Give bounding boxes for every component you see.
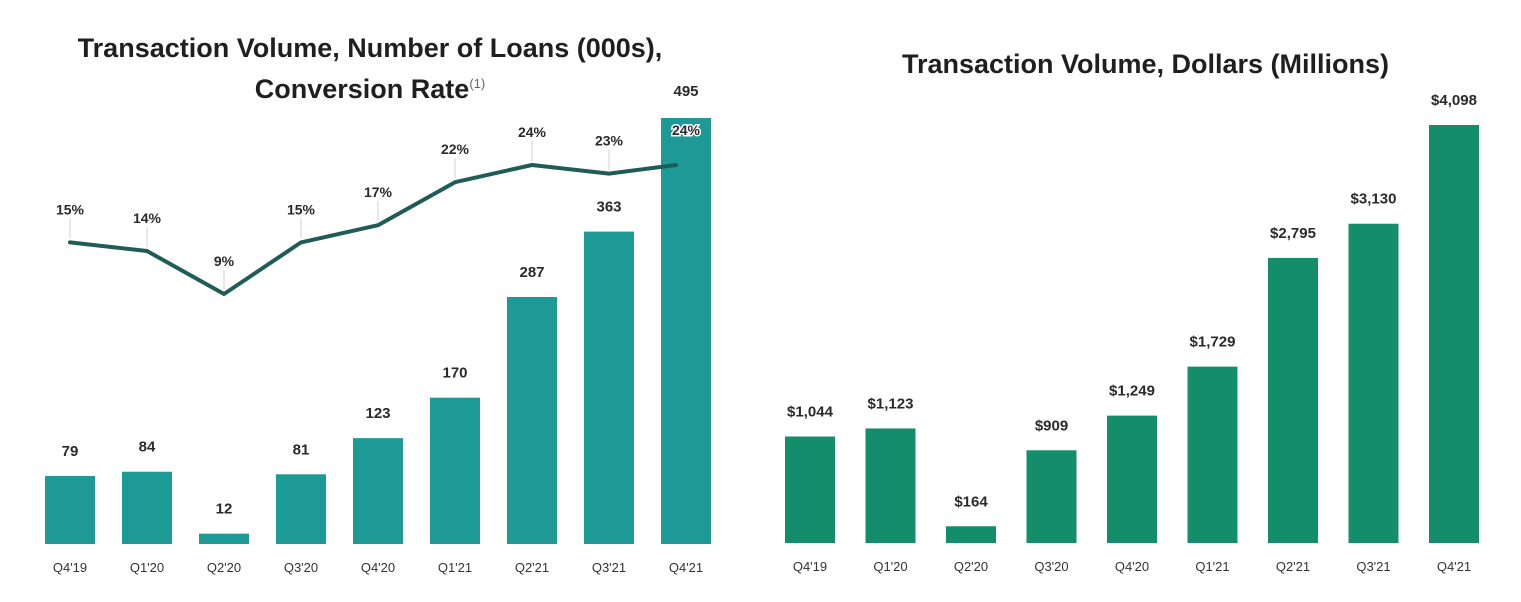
loans-chart-title: Transaction Volume, Number of Loans (000… [0,30,740,107]
loans-bar [45,476,95,544]
loans-bar [276,474,326,544]
dollars-x-tick-label: Q4'21 [1437,559,1471,574]
conversion-rate-label: 14% [133,210,162,226]
loans-bar-label: 495 [673,83,698,100]
dollars-bar [1268,257,1318,543]
loans-bar [122,471,172,544]
dollars-bar-label: $3,130 [1351,191,1397,208]
loans-bar-label: 170 [442,365,467,382]
dollars-bar [1026,450,1077,543]
loans-bar [199,533,249,544]
loans-x-tick-label: Q4'20 [361,560,395,575]
dollars-bar-label: $909 [1035,417,1068,434]
dollars-x-tick-label: Q1'20 [873,559,907,574]
loans-chart-title-line-1: Transaction Volume, Number of Loans (000… [77,33,663,63]
conversion-rate-label: 17% [364,184,393,200]
dollars-bar [1187,366,1238,543]
dollars-bar-label: $164 [954,493,988,510]
loans-bar-label: 79 [62,443,79,460]
loans-x-tick-label: Q1'20 [130,560,164,575]
dollars-x-tick-label: Q4'19 [793,559,827,574]
loans-chart-title-line-2-text: Conversion Rate [254,74,470,104]
conversion-rate-label: 9% [214,253,235,269]
dollars-bar-label: $1,044 [787,404,834,421]
loans-bar [661,118,711,544]
loans-x-tick-label: Q2'20 [207,560,241,575]
loans-bar [430,397,480,544]
conversion-rate-label: 22% [441,141,470,157]
dollars-x-tick-label: Q3'20 [1034,559,1068,574]
conversion-rate-label: 15% [287,201,316,217]
loans-chart-title-line-2: Conversion Rate(1) [0,66,740,107]
conversion-rate-label: 23% [595,133,624,149]
loans-bar-label: 81 [293,441,310,458]
loans-x-tick-label: Q4'21 [669,560,703,575]
loans-x-tick-label: Q3'20 [284,560,318,575]
dollars-x-tick-label: Q1'21 [1195,559,1229,574]
dollars-bar-label: $1,729 [1190,334,1236,351]
loans-x-tick-label: Q1'21 [438,560,472,575]
loans-bar-label: 12 [216,501,233,518]
dollars-x-tick-label: Q4'20 [1115,559,1149,574]
dollars-bar-label: $1,249 [1109,383,1155,400]
conversion-rate-label: 24% [672,122,701,138]
dollars-bar-label: $1,123 [868,395,914,412]
dollars-bar-label: $4,098 [1431,92,1477,109]
loans-bar [507,297,557,544]
dollars-bar [1107,415,1157,543]
conversion-rate-line [68,163,678,296]
conversion-rate-label: 24% [518,124,547,140]
loans-bar-label: 363 [596,199,621,216]
footnote-marker: (1) [469,76,486,91]
loans-bar-label: 84 [139,439,156,456]
loans-bar-label: 287 [519,264,544,281]
loans-bar-label: 123 [365,405,390,422]
loans-bar [353,438,403,544]
loans-x-tick-label: Q4'19 [53,560,87,575]
dollars-x-tick-label: Q2'21 [1276,559,1310,574]
dollars-x-tick-label: Q3'21 [1356,559,1390,574]
loans-bar [584,231,634,544]
dollars-bar [785,436,835,543]
loans-x-tick-label: Q2'21 [515,560,549,575]
dollars-x-tick-label: Q2'20 [954,559,988,574]
conversion-rate-label: 15% [56,201,85,217]
dollars-bar [865,428,916,543]
loans-x-tick-label: Q3'21 [592,560,626,575]
dollars-bar-label: $2,795 [1270,225,1316,242]
dollars-bar [1348,223,1399,543]
dollars-chart-title: Transaction Volume, Dollars (Millions) [901,49,1390,79]
dollars-bar [1429,125,1479,543]
dollars-bar [946,526,996,543]
